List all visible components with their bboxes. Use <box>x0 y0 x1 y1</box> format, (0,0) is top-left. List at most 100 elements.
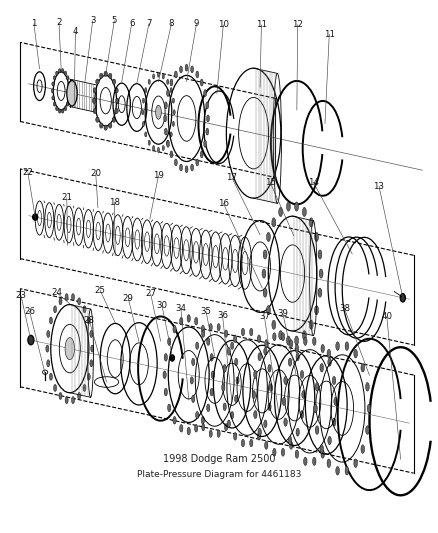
Ellipse shape <box>196 71 199 78</box>
Text: 8: 8 <box>169 19 174 28</box>
Ellipse shape <box>68 89 71 93</box>
Ellipse shape <box>58 109 61 113</box>
Ellipse shape <box>194 317 198 325</box>
Ellipse shape <box>290 340 293 348</box>
Ellipse shape <box>83 384 86 391</box>
Ellipse shape <box>321 450 325 458</box>
Ellipse shape <box>201 325 205 333</box>
Ellipse shape <box>83 306 86 313</box>
Ellipse shape <box>174 71 177 78</box>
Ellipse shape <box>152 74 155 79</box>
Ellipse shape <box>222 384 225 391</box>
Text: 36: 36 <box>217 311 228 319</box>
Ellipse shape <box>166 140 170 147</box>
Ellipse shape <box>68 82 71 86</box>
Text: 16: 16 <box>218 199 229 208</box>
Ellipse shape <box>180 317 183 325</box>
Ellipse shape <box>225 424 228 431</box>
Ellipse shape <box>204 140 207 147</box>
Ellipse shape <box>327 459 331 467</box>
Text: 1: 1 <box>31 19 37 28</box>
Ellipse shape <box>315 383 319 391</box>
Ellipse shape <box>170 87 172 93</box>
Text: 28: 28 <box>84 316 95 325</box>
Ellipse shape <box>59 298 62 305</box>
Ellipse shape <box>269 384 272 391</box>
Ellipse shape <box>172 122 174 126</box>
Ellipse shape <box>206 102 209 109</box>
Ellipse shape <box>61 109 64 113</box>
Text: 6: 6 <box>129 19 134 28</box>
Ellipse shape <box>185 64 188 71</box>
Ellipse shape <box>295 336 299 345</box>
Ellipse shape <box>281 448 285 456</box>
Text: 24: 24 <box>51 288 62 297</box>
Text: 34: 34 <box>176 304 187 313</box>
Ellipse shape <box>166 79 169 84</box>
Ellipse shape <box>109 73 112 78</box>
Text: 12: 12 <box>292 20 303 29</box>
Text: 26: 26 <box>24 307 35 316</box>
Ellipse shape <box>295 202 299 211</box>
Ellipse shape <box>87 317 90 324</box>
Ellipse shape <box>157 148 159 152</box>
Text: 9: 9 <box>194 19 199 28</box>
Ellipse shape <box>262 269 266 278</box>
Ellipse shape <box>65 294 68 301</box>
Ellipse shape <box>233 432 237 440</box>
Text: 11: 11 <box>256 20 267 29</box>
Ellipse shape <box>207 404 210 411</box>
Ellipse shape <box>166 90 170 96</box>
Ellipse shape <box>327 349 331 358</box>
Ellipse shape <box>71 397 74 403</box>
Ellipse shape <box>112 79 116 84</box>
Ellipse shape <box>320 364 324 372</box>
Ellipse shape <box>332 418 336 426</box>
Ellipse shape <box>172 98 174 103</box>
Text: 39: 39 <box>278 310 289 319</box>
Ellipse shape <box>162 146 164 151</box>
Ellipse shape <box>194 424 198 432</box>
Ellipse shape <box>319 269 323 278</box>
Ellipse shape <box>302 391 305 399</box>
Ellipse shape <box>334 397 337 406</box>
Ellipse shape <box>314 305 318 315</box>
Ellipse shape <box>209 324 212 331</box>
Ellipse shape <box>313 457 316 465</box>
Ellipse shape <box>46 345 49 352</box>
Text: 14: 14 <box>308 177 319 187</box>
Ellipse shape <box>109 123 112 128</box>
Ellipse shape <box>53 306 57 313</box>
Ellipse shape <box>164 102 167 109</box>
Ellipse shape <box>87 373 90 380</box>
Ellipse shape <box>303 207 306 216</box>
Ellipse shape <box>67 76 69 80</box>
Ellipse shape <box>258 335 261 343</box>
Ellipse shape <box>254 410 257 418</box>
Text: Plate-Pressure Diagram for 4461183: Plate-Pressure Diagram for 4461183 <box>137 471 301 480</box>
Ellipse shape <box>258 428 261 436</box>
Ellipse shape <box>400 294 406 302</box>
Ellipse shape <box>170 79 173 86</box>
Ellipse shape <box>180 66 183 73</box>
Ellipse shape <box>64 107 67 111</box>
Ellipse shape <box>295 450 299 458</box>
Text: 40: 40 <box>381 312 392 321</box>
Ellipse shape <box>250 328 253 336</box>
Ellipse shape <box>96 79 99 84</box>
Ellipse shape <box>170 132 172 137</box>
Ellipse shape <box>225 330 228 337</box>
Ellipse shape <box>217 430 220 437</box>
Ellipse shape <box>192 395 195 402</box>
Ellipse shape <box>268 365 271 372</box>
Ellipse shape <box>190 377 193 384</box>
Text: 30: 30 <box>156 301 167 310</box>
Ellipse shape <box>104 125 107 130</box>
Ellipse shape <box>180 424 183 432</box>
Ellipse shape <box>272 218 276 227</box>
Ellipse shape <box>145 87 147 93</box>
Ellipse shape <box>204 90 207 96</box>
Text: 18: 18 <box>109 198 120 207</box>
Ellipse shape <box>254 370 257 378</box>
Ellipse shape <box>320 445 324 454</box>
